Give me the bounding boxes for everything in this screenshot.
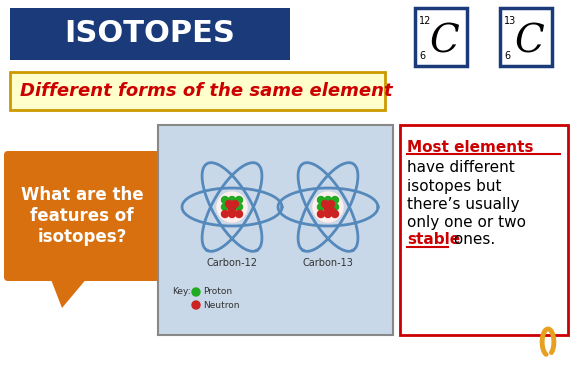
Circle shape: [317, 197, 324, 204]
Polygon shape: [50, 277, 88, 308]
Circle shape: [317, 204, 324, 210]
FancyBboxPatch shape: [158, 125, 393, 335]
Circle shape: [332, 204, 339, 210]
Circle shape: [324, 210, 332, 217]
Text: Carbon-13: Carbon-13: [302, 258, 354, 268]
Circle shape: [332, 197, 339, 204]
Text: stable: stable: [407, 232, 460, 248]
Text: 6: 6: [504, 51, 510, 61]
Text: ones.: ones.: [449, 232, 495, 248]
FancyBboxPatch shape: [415, 8, 467, 66]
Text: Different forms of the same element: Different forms of the same element: [20, 82, 393, 100]
Text: only one or two: only one or two: [407, 214, 526, 229]
Circle shape: [328, 201, 335, 207]
Circle shape: [192, 288, 200, 296]
Text: What are the
features of
isotopes?: What are the features of isotopes?: [21, 186, 144, 246]
FancyBboxPatch shape: [10, 8, 290, 60]
Text: Key:: Key:: [172, 288, 191, 297]
Circle shape: [235, 210, 242, 217]
Circle shape: [228, 204, 235, 210]
Text: isotopes but: isotopes but: [407, 179, 502, 194]
Circle shape: [217, 192, 247, 222]
Circle shape: [317, 210, 324, 217]
Circle shape: [228, 210, 235, 217]
Text: 6: 6: [419, 51, 425, 61]
FancyBboxPatch shape: [4, 151, 160, 281]
Text: Most elements: Most elements: [407, 140, 533, 154]
Circle shape: [324, 204, 332, 210]
FancyBboxPatch shape: [400, 125, 568, 335]
FancyBboxPatch shape: [10, 72, 385, 110]
Circle shape: [313, 192, 343, 222]
Circle shape: [192, 301, 200, 309]
Circle shape: [228, 197, 235, 204]
Circle shape: [324, 207, 332, 213]
Text: C: C: [514, 23, 544, 60]
Text: have different: have different: [407, 160, 515, 176]
Circle shape: [222, 197, 228, 204]
Circle shape: [332, 210, 339, 217]
Text: Carbon-12: Carbon-12: [207, 258, 258, 268]
Circle shape: [235, 204, 242, 210]
Text: ISOTOPES: ISOTOPES: [64, 19, 235, 48]
Circle shape: [228, 207, 235, 213]
Circle shape: [321, 201, 328, 207]
Circle shape: [226, 201, 232, 207]
Text: 13: 13: [504, 16, 516, 26]
Text: Neutron: Neutron: [203, 301, 239, 310]
Circle shape: [222, 204, 228, 210]
Circle shape: [222, 210, 228, 217]
Text: Proton: Proton: [203, 288, 232, 297]
Text: 12: 12: [419, 16, 432, 26]
Circle shape: [235, 197, 242, 204]
FancyBboxPatch shape: [500, 8, 552, 66]
Circle shape: [328, 207, 335, 214]
Text: there’s usually: there’s usually: [407, 197, 519, 211]
Circle shape: [324, 197, 332, 204]
Text: C: C: [429, 23, 459, 60]
Circle shape: [231, 201, 239, 207]
